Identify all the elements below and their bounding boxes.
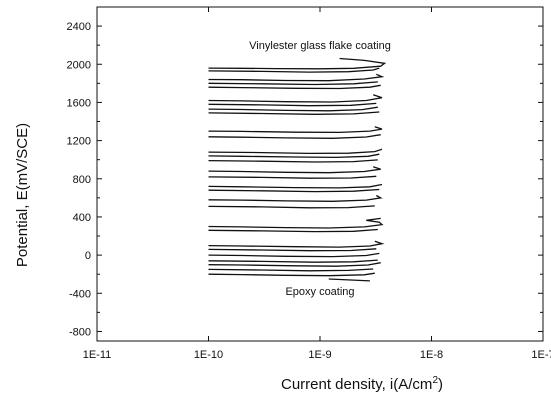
polarization-curve-5 — [208, 84, 381, 90]
polarization-curve-29 — [208, 272, 375, 277]
polarization-curve-24 — [208, 248, 377, 252]
polarization-curve-20 — [208, 205, 375, 209]
polarization-curve-19 — [208, 194, 383, 202]
x-axis-title-main: Current density, i(A/cm — [281, 376, 432, 393]
x-tick-label: 1E-7 — [531, 349, 551, 361]
y-tick-label: 1200 — [67, 136, 91, 148]
polarization-curve-12 — [208, 148, 383, 155]
polarization-curve-30 — [328, 278, 370, 282]
annotation-vinylester: Vinylester glass flake coating — [249, 40, 391, 52]
x-axis-title-superscript: 2 — [432, 375, 438, 386]
polarization-curve-11 — [208, 134, 381, 139]
x-tick-label: 1E-11 — [83, 349, 112, 361]
polarization-curve-15 — [208, 166, 381, 174]
polarization-curve-3 — [208, 73, 385, 82]
annotation-epoxy: Epoxy coating — [285, 286, 354, 298]
polarization-curve-13 — [208, 153, 380, 159]
x-tick-label: 1E-8 — [420, 349, 443, 361]
polarization-curve-27 — [208, 262, 381, 267]
polarization-curve-1 — [208, 57, 387, 70]
x-tick-label: 1E-10 — [194, 349, 223, 361]
polarization-curve-4 — [208, 81, 378, 86]
polarization-curve-23 — [208, 240, 385, 248]
x-axis-title-close: ) — [438, 376, 443, 393]
y-axis-title: Potential, E(mV/SCE) — [14, 123, 31, 267]
y-tick-label: 2400 — [67, 21, 91, 33]
polarization-curve-2 — [208, 67, 380, 73]
polarization-curve-7 — [208, 102, 377, 107]
y-tick-label: 400 — [73, 212, 91, 224]
x-tick-label: 1E-9 — [308, 349, 331, 361]
polarization-curve-26 — [208, 259, 378, 263]
polarization-curve-22 — [208, 228, 378, 233]
y-tick-label: 1600 — [67, 97, 91, 109]
polarization-curve-18 — [208, 188, 380, 193]
polarization-curve-10 — [208, 126, 383, 134]
annotations: Vinylester glass flake coating Epoxy coa… — [249, 40, 391, 298]
polarization-curve-21 — [208, 217, 384, 229]
polarization-curve-17 — [208, 183, 383, 189]
y-tick-label: -400 — [69, 288, 91, 300]
polarization-curve-6 — [208, 94, 383, 103]
axis-ticks: -800 -400 0 400 800 1200 1600 2000 2400 1E-11 1E-1… — [67, 7, 551, 361]
polarization-curve-28 — [208, 268, 374, 272]
y-tick-label: 800 — [73, 174, 91, 186]
polarization-curve-8 — [208, 106, 378, 112]
polarization-curve-16 — [208, 175, 377, 179]
y-tick-label: -800 — [69, 326, 91, 338]
y-tick-label: 0 — [85, 250, 91, 262]
x-axis-title: Current density, i(A/cm2) — [281, 375, 443, 393]
y-tick-label: 2000 — [67, 59, 91, 71]
polarization-curve-14 — [208, 159, 378, 163]
polarization-curve-9 — [208, 111, 380, 115]
polarization-curve-25 — [208, 252, 380, 258]
series-layer — [208, 57, 387, 282]
